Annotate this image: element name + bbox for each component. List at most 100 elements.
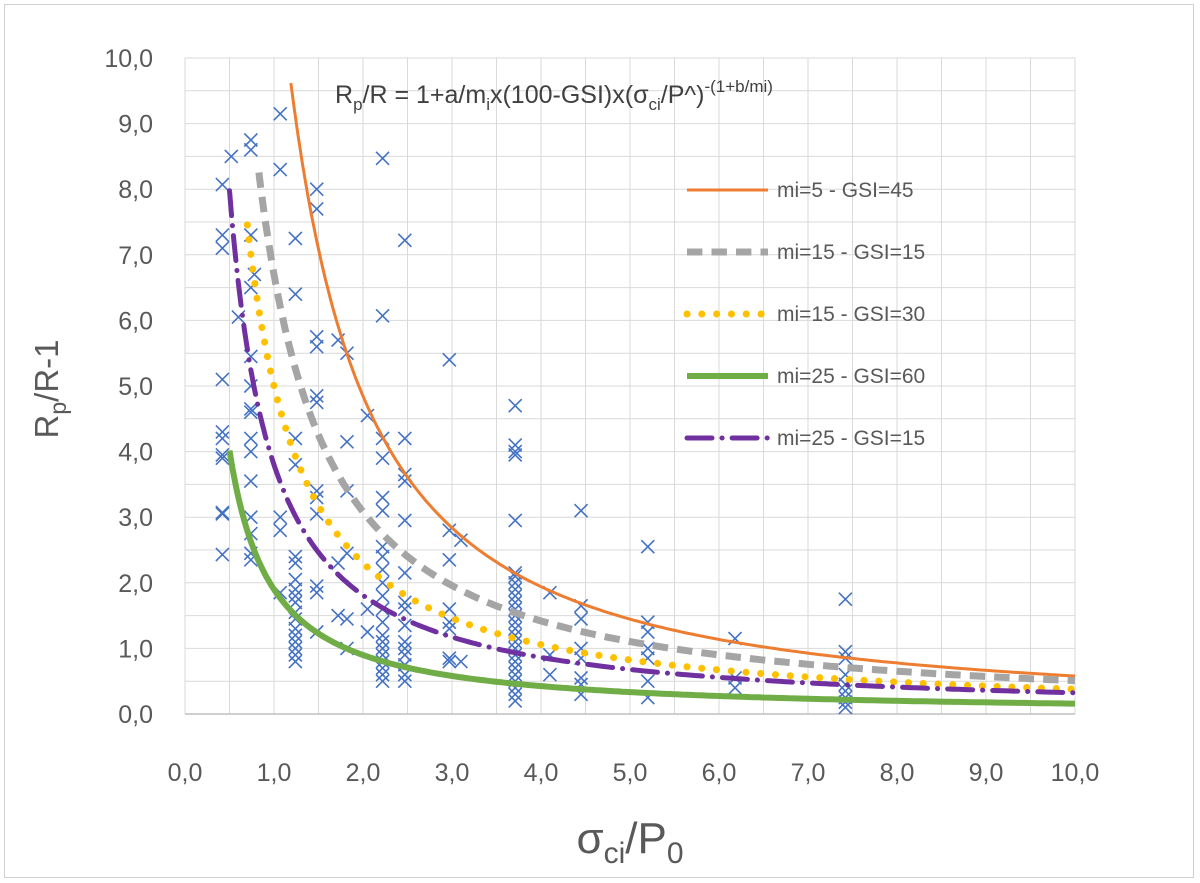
scatter-point	[375, 490, 390, 505]
scatter-point	[215, 506, 230, 521]
scatter-point	[375, 308, 390, 323]
scatter-point	[397, 233, 412, 248]
scatter-point	[397, 641, 412, 656]
y-axis-label: Rp/R-1	[28, 340, 71, 439]
x-tick-label: 3,0	[435, 759, 470, 787]
scatter-point	[397, 565, 412, 581]
scatter-point	[243, 132, 258, 148]
scatter-points	[215, 106, 853, 715]
scatter-point	[838, 592, 853, 607]
scatter-point	[288, 647, 303, 663]
scatter-point	[243, 405, 258, 420]
scatter-point	[375, 151, 390, 166]
scatter-point	[288, 634, 303, 649]
scatter-point	[375, 628, 390, 643]
scatter-point	[215, 228, 230, 243]
x-tick-label: 8,0	[880, 759, 915, 787]
scatter-point	[273, 523, 288, 538]
scatter-point	[375, 667, 390, 682]
y-tick-label: 6,0	[118, 307, 153, 335]
scatter-point	[573, 503, 589, 518]
scatter-point	[397, 513, 412, 528]
y-tick-label: 5,0	[118, 373, 153, 401]
scatter-point	[273, 510, 288, 525]
scatter-point	[215, 424, 230, 439]
scatter-point	[339, 611, 355, 626]
tick-labels: 0,0 1,0 2,0 3,0 4,0 5,0 6,0 7,0 8,0 9,0 10,0 0,0 1,0…	[104, 45, 1099, 787]
y-tick-label: 4,0	[118, 439, 153, 467]
scatter-point	[442, 523, 457, 538]
x-tick-label: 4,0	[524, 759, 559, 787]
scatter-point	[508, 582, 523, 597]
scatter-point	[360, 624, 375, 640]
scatter-point	[397, 674, 412, 689]
scatter-point	[640, 624, 655, 640]
scatter-point	[508, 654, 523, 669]
scatter-point	[215, 177, 230, 192]
scatter-point	[508, 687, 523, 702]
scatter-point	[573, 611, 589, 626]
scatter-point	[375, 549, 390, 564]
x-tick-label: 6,0	[702, 759, 737, 787]
scatter-point	[573, 670, 589, 685]
scatter-point	[215, 451, 230, 466]
scatter-point	[243, 431, 258, 446]
scatter-point	[309, 579, 324, 594]
y-tick-label: 7,0	[118, 242, 153, 270]
x-tick-label: 1,0	[257, 759, 292, 787]
legend: mi=5 - GSI=45 mi=15 - GSI=15 mi=15 - GSI=3…	[683, 179, 925, 450]
series-line	[255, 169, 1076, 685]
x-tick-label: 5,0	[613, 759, 648, 787]
scatter-point	[309, 329, 324, 344]
y-tick-label: 9,0	[118, 111, 153, 139]
scatter-point	[288, 641, 303, 656]
y-tick-label: 3,0	[118, 504, 153, 532]
scatter-point	[288, 582, 303, 597]
scatter-point	[453, 533, 468, 548]
scatter-point	[309, 395, 324, 410]
scatter-point	[375, 674, 390, 689]
scatter-point	[453, 654, 468, 669]
scatter-point	[288, 572, 303, 587]
scatter-point	[397, 634, 412, 649]
scatter-point	[727, 680, 743, 695]
scatter-point	[273, 106, 288, 121]
scatter-point	[215, 505, 230, 520]
scatter-point	[288, 628, 303, 643]
scatter-point	[838, 700, 853, 715]
scatter-point	[243, 142, 258, 157]
scatter-point	[360, 408, 375, 423]
scatter-point	[375, 641, 390, 656]
scatter-point	[360, 601, 375, 617]
scatter-point	[273, 162, 288, 177]
scatter-point	[375, 451, 390, 466]
scatter-point	[397, 618, 412, 633]
scatter-point	[397, 595, 412, 610]
scatter-point	[508, 661, 523, 676]
scatter-point	[397, 474, 412, 489]
scatter-point	[309, 182, 324, 197]
scatter-point	[442, 352, 457, 367]
series-line	[243, 221, 1079, 693]
y-tick-label: 2,0	[118, 570, 153, 598]
scatter-point	[309, 388, 324, 403]
scatter-point	[442, 654, 457, 669]
scatter-point	[288, 556, 303, 571]
scatter-point	[288, 654, 303, 669]
scatter-point	[375, 615, 390, 630]
scatter-point	[508, 595, 523, 610]
x-tick-label: 2,0	[346, 759, 381, 787]
scatter-point	[215, 547, 230, 562]
scatter-point	[288, 588, 303, 603]
x-tick-label: 0,0	[168, 759, 203, 787]
scatter-point	[243, 444, 258, 459]
scatter-point	[288, 549, 303, 564]
x-axis-label: σci/P0	[576, 814, 683, 870]
y-tick-label: 1,0	[118, 635, 153, 663]
scatter-point	[397, 431, 412, 446]
scatter-point	[508, 693, 523, 708]
scatter-point	[309, 339, 324, 354]
scatter-point	[838, 683, 853, 699]
scatter-point	[215, 431, 230, 446]
